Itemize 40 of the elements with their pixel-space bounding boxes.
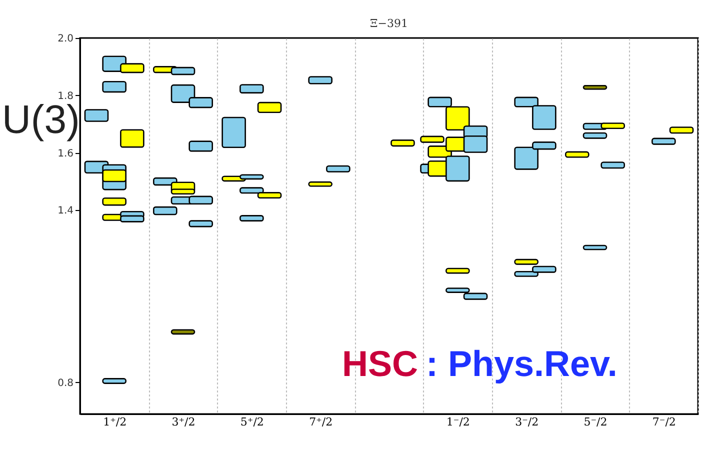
y-tick-label: 1.4 [58, 206, 74, 217]
y-tick-label: 0.8 [58, 378, 74, 389]
bar [390, 140, 415, 147]
bar [240, 215, 264, 222]
x-tick-label: 1⁻/2 [446, 416, 470, 428]
y-tick-label: 1.6 [58, 148, 74, 160]
bar [564, 151, 590, 158]
bar [240, 84, 264, 94]
bar [222, 116, 246, 148]
x-tick-label: 3⁺/2 [172, 416, 196, 428]
bar [102, 378, 126, 384]
x-tick-label: 7⁺/2 [309, 416, 333, 428]
bar [582, 132, 608, 139]
chart-title: Ξ−391 [370, 17, 408, 30]
bar [652, 138, 676, 145]
bar [152, 206, 178, 216]
bar [102, 198, 126, 206]
bar [188, 220, 214, 228]
x-tick-label: 5⁺/2 [240, 416, 264, 428]
bar [188, 140, 214, 152]
bar [170, 329, 196, 335]
bar [582, 244, 608, 250]
x-tick-label: 3⁻/2 [515, 416, 539, 428]
y-tick-label: 2.0 [58, 34, 74, 44]
x-tick-label: 7⁻/2 [652, 416, 676, 428]
bar [326, 165, 350, 172]
bar [308, 76, 332, 84]
bar [669, 126, 694, 134]
annotation: HSC [342, 343, 418, 384]
bar [84, 109, 109, 122]
x-tick-label: 1⁺/2 [103, 416, 127, 428]
bar [582, 84, 608, 90]
bar [102, 80, 126, 93]
annotation: : Phys.Rev. [426, 343, 618, 384]
bar [120, 129, 144, 148]
bar [600, 162, 626, 169]
bar [308, 181, 332, 187]
bar [446, 268, 470, 274]
bar [257, 102, 282, 113]
x-tick-label: 5⁻/2 [584, 416, 608, 428]
